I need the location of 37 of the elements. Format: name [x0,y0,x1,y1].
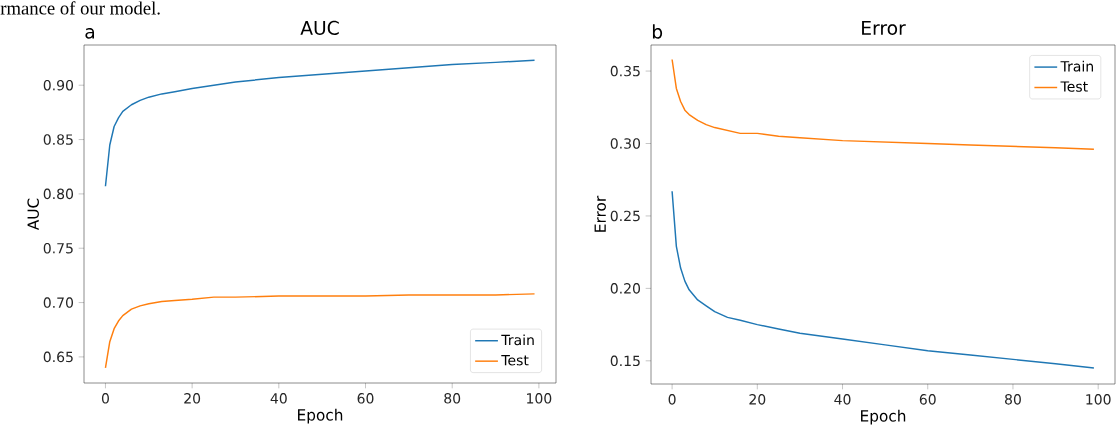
x-tick-label: 0 [101,393,109,404]
x-tick-label: 40 [834,394,851,405]
y-tick-label: 0.85 [43,134,73,145]
y-tick-label: 0.65 [43,351,73,363]
x-tick-label: 80 [444,393,461,404]
line-series [104,59,536,188]
y-tick-label: 0.90 [43,79,74,91]
legend-label: Test [1060,81,1088,92]
x-tick-label: 40 [270,393,287,404]
y-tick-label: 0.80 [43,188,74,200]
legend-label: Test [501,355,529,366]
x-tick-label: 20 [184,393,201,404]
legend-label: Train [1060,60,1093,72]
y-tick-label: 0.15 [610,355,640,367]
x-tick-label: 100 [527,393,552,404]
y-tick-label: 0.25 [610,210,640,222]
chart-title: AUC [300,20,339,35]
x-tick-label: 100 [1086,394,1111,405]
x-tick-label: 60 [357,393,374,404]
x-tick-label: 80 [1005,394,1021,405]
x-tick-label: 20 [749,394,766,405]
text: a [85,28,95,39]
text: b [652,24,663,39]
y-tick-label: 0.70 [43,297,74,308]
y-tick-label: 0.75 [43,242,73,254]
legend-label: Train [501,334,534,346]
x-axis-title: Epoch [861,409,906,425]
x-tick-label: 0 [668,394,676,405]
y-tick-label: 0.20 [610,283,641,294]
chart-title: Error [862,21,906,35]
x-tick-label: 60 [919,394,936,405]
x-axis-title: Epoch [298,408,343,424]
y-axis-title: AUC [27,198,39,231]
text: rmance of our model. [0,1,160,15]
y-tick-label: 0.30 [610,138,641,149]
y-tick-label: 0.35 [610,65,640,77]
y-axis-title: Error [594,195,606,232]
